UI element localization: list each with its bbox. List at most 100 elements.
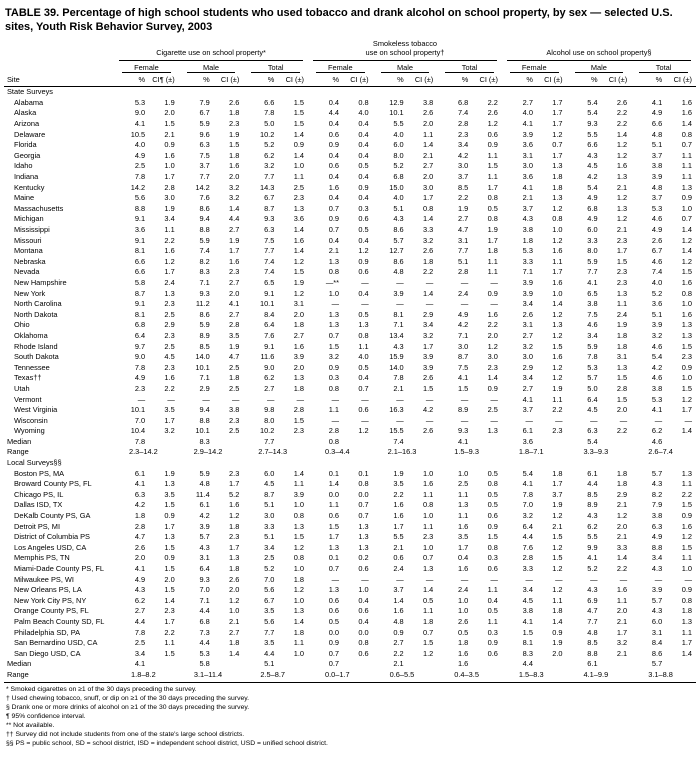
percent-value: 8.6 [199,309,210,319]
median-value: 5.1 [264,659,275,669]
site-name: Palm Beach County SD, FL [14,616,105,626]
percent-value: 1.7 [393,521,404,531]
percent-value: — [331,299,340,309]
percent-value: 7.6 [264,330,275,340]
ci-value: 1.6 [164,246,175,256]
percent-value: 3.4 [587,330,598,340]
percent-value: 3.1 [199,553,210,563]
percent-value: 6.2 [587,521,598,531]
site-name: Milwaukee PS, WI [14,574,74,584]
ci-value: 1.6 [552,352,563,362]
ci-value: 2.6 [229,574,240,584]
ci-value: 1.0 [358,585,369,595]
ci-value: 1.5 [616,394,628,404]
ci-value: 1.3 [358,320,369,330]
percent-value: 9.1 [134,299,146,309]
site-name: Montana [14,246,43,256]
percent-value: 2.6 [522,309,533,319]
ci-value: 2.1 [164,129,175,139]
alcohol-group-label: Alcohol use on school property§ [546,47,652,57]
table-row: South Dakota 9.0 4.5 14.0 4.7 11.6 3.9 3.2 4.0 15… [4,352,696,363]
ci-value: 1.5 [164,648,175,658]
percent-value: 5.2 [587,564,598,573]
ci-value: 2.8 [293,405,305,415]
ci-value: 0.8 [293,553,305,563]
ci-value: 1.3 [552,161,563,171]
ci-value: 0.8 [358,479,369,489]
ci-value: 0.8 [358,330,369,340]
ci-value: 1.2 [487,119,498,129]
ci-value: 1.5 [681,383,692,393]
percent-value: 8.0 [393,150,404,160]
percent-value: 7.4 [199,246,210,256]
percent-value: 5.7 [587,373,598,383]
ci-value: 1.8 [293,320,305,330]
table-row: Wyoming 10.4 3.2 10.1 2.5 10.2 2.3 2.8 1.2 15.5 2.… [4,426,696,437]
percent-value: 3.1 [458,235,469,245]
ci-value: — [425,394,434,404]
percent-value: 0.6 [328,606,340,616]
table-row: Utah 2.3 2.2 2.9 2.5 2.7 1.8 0.8 0.7 2.1 1.5 1.5 0.9… [4,383,696,394]
percent-value: 8.3 [522,648,533,658]
percent-value: 8.8 [199,415,210,425]
ci-value: 1.2 [164,256,175,266]
ci-value: 2.3 [681,352,692,362]
site-col-spacer [4,62,114,75]
ci-value: 1.6 [423,479,434,489]
ci-value: 2.8 [164,182,175,192]
ci-value: 1.7 [487,235,498,245]
site-name: DeKalb County PS, GA [14,511,91,521]
table-row: Boston PS, MA 6.1 1.9 5.9 2.3 6.0 1.4 0.1 0.1 1.9… [4,468,696,479]
site-name: Philadelphia SD, PA [14,627,81,637]
percent-value: 1.3 [328,320,340,330]
ci-value: 1.3 [293,373,305,383]
ci-value: 2.0 [616,521,628,531]
percent-value: 5.0 [587,383,598,393]
ci-value: 1.9 [552,383,563,393]
percent-value: 5.4 [651,352,663,362]
percent-value: 5.6 [134,193,146,203]
ci-value: 1.9 [229,341,240,351]
table-row: New York City PS, NY 6.2 1.4 7.1 1.2 6.7 1.0 0.… [4,595,696,606]
percent-value: 3.8 [587,299,598,309]
percent-value: 14.3 [259,182,275,192]
ci-value: 0.6 [487,564,498,573]
ci-value: 1.2 [293,256,305,266]
percent-value: 2.2 [393,489,404,499]
site-name: Utah [14,383,30,393]
ci-value: 1.2 [552,129,563,139]
ci-value: 1.9 [164,97,175,107]
ci-value: 2.0 [487,330,498,340]
ci-value: 1.5 [552,341,563,351]
percent-value: 8.6 [199,203,210,213]
ci-value: 4.0 [358,108,369,118]
table-row: San Diego USD, CA 3.4 1.5 5.3 1.4 4.4 1.0 0.7 0.… [4,648,696,659]
ci-value: 3.5 [229,330,240,340]
ci-value: 2.5 [229,426,240,436]
table-row: New Orleans PS, LA 4.3 1.5 7.0 2.0 5.6 1.2 1.3 1… [4,585,696,596]
ci-value: 1.3 [552,320,563,330]
percent-value: 9.3 [587,119,598,129]
ci-value: 0.9 [358,182,369,192]
percent-value: 2.8 [458,119,469,129]
table-row: Los Angeles USD, CA 2.6 1.5 4.3 1.7 3.4 1.2 1.3… [4,542,696,553]
ci-value: 0.8 [552,214,563,224]
percent-value: 5.1 [393,203,404,213]
percent-value: 4.4 [199,638,210,648]
percent-value: 0.4 [328,97,340,107]
ci-value: 0.8 [358,638,369,648]
percent-value: 4.2 [651,362,663,372]
percent-value: 8.9 [458,405,469,415]
ci-value: 1.4 [293,246,305,256]
site-name: South Dakota [14,352,59,362]
sex-col-label: Male [186,63,236,74]
percent-value: 7.8 [264,108,275,118]
percent-value: 8.9 [587,500,598,510]
percent-value: 7.1 [199,277,210,287]
ci-value: 2.7 [229,225,240,234]
site-name: San Bernardino USD, CA [14,638,98,648]
ci-value: 1.2 [552,564,563,573]
ci-value: 0.8 [423,500,434,510]
measure-col-label: CI (±) [342,74,373,87]
ci-value: — [684,574,692,584]
